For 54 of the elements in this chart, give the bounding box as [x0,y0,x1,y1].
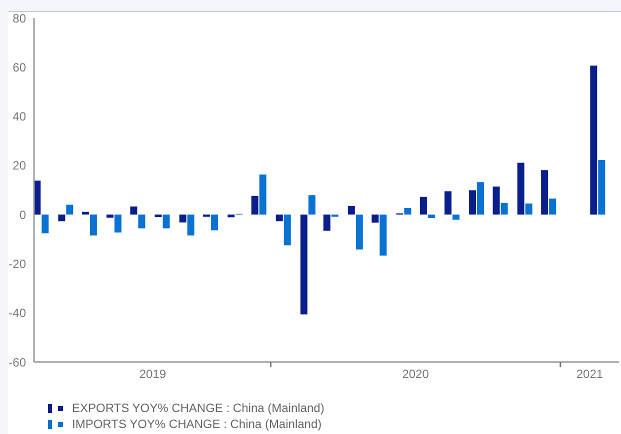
y-tick-label: -20 [8,256,26,271]
bar [541,170,548,215]
y-tick-label: 0 [19,208,26,222]
bar [114,214,122,233]
y-tick-label: 80 [12,11,26,26]
bar [452,214,460,220]
y-tick-label: -60 [8,355,26,370]
bar [477,182,484,215]
bar [469,190,476,215]
bar [590,66,598,215]
bar [179,214,186,222]
x-tick-label: 2020 [402,367,430,381]
y-tick-label: -40 [8,306,26,320]
bar [517,162,524,215]
bar [348,206,355,215]
legend-label: IMPORTS YOY% CHANGE : China (Mainland) [72,416,322,432]
bar [492,186,500,215]
bar [404,208,412,215]
bar [130,206,138,215]
bar [66,204,74,215]
bar [598,160,606,215]
bar [500,203,508,215]
y-tick-label: 20 [12,158,26,173]
x-tick-label: 2019 [139,367,166,381]
bar [276,214,283,222]
bar [259,174,266,215]
bar [82,212,89,215]
bar [428,214,435,218]
y-tick-label: 40 [12,110,26,124]
bar [284,214,291,246]
bar [187,214,194,236]
bar [138,214,146,228]
bar [323,214,330,231]
bar [356,214,363,250]
bar [549,198,556,215]
bar [106,214,114,218]
bar [162,214,170,228]
bar [90,214,97,236]
legend-label: EXPORTS YOY% CHANGE : China (Mainland) [72,400,324,416]
bar [228,214,235,218]
bar [308,195,316,215]
bar [420,196,427,215]
bar [154,214,162,218]
bar [372,214,379,223]
bar [380,214,387,256]
bar [525,204,532,215]
bar [444,191,452,215]
y-tick-label: 60 [12,60,26,74]
bar [211,214,218,230]
bar [300,214,308,314]
bar [42,214,49,234]
bar [58,214,66,222]
x-tick-label: 2021 [576,367,604,381]
bar [251,196,258,215]
